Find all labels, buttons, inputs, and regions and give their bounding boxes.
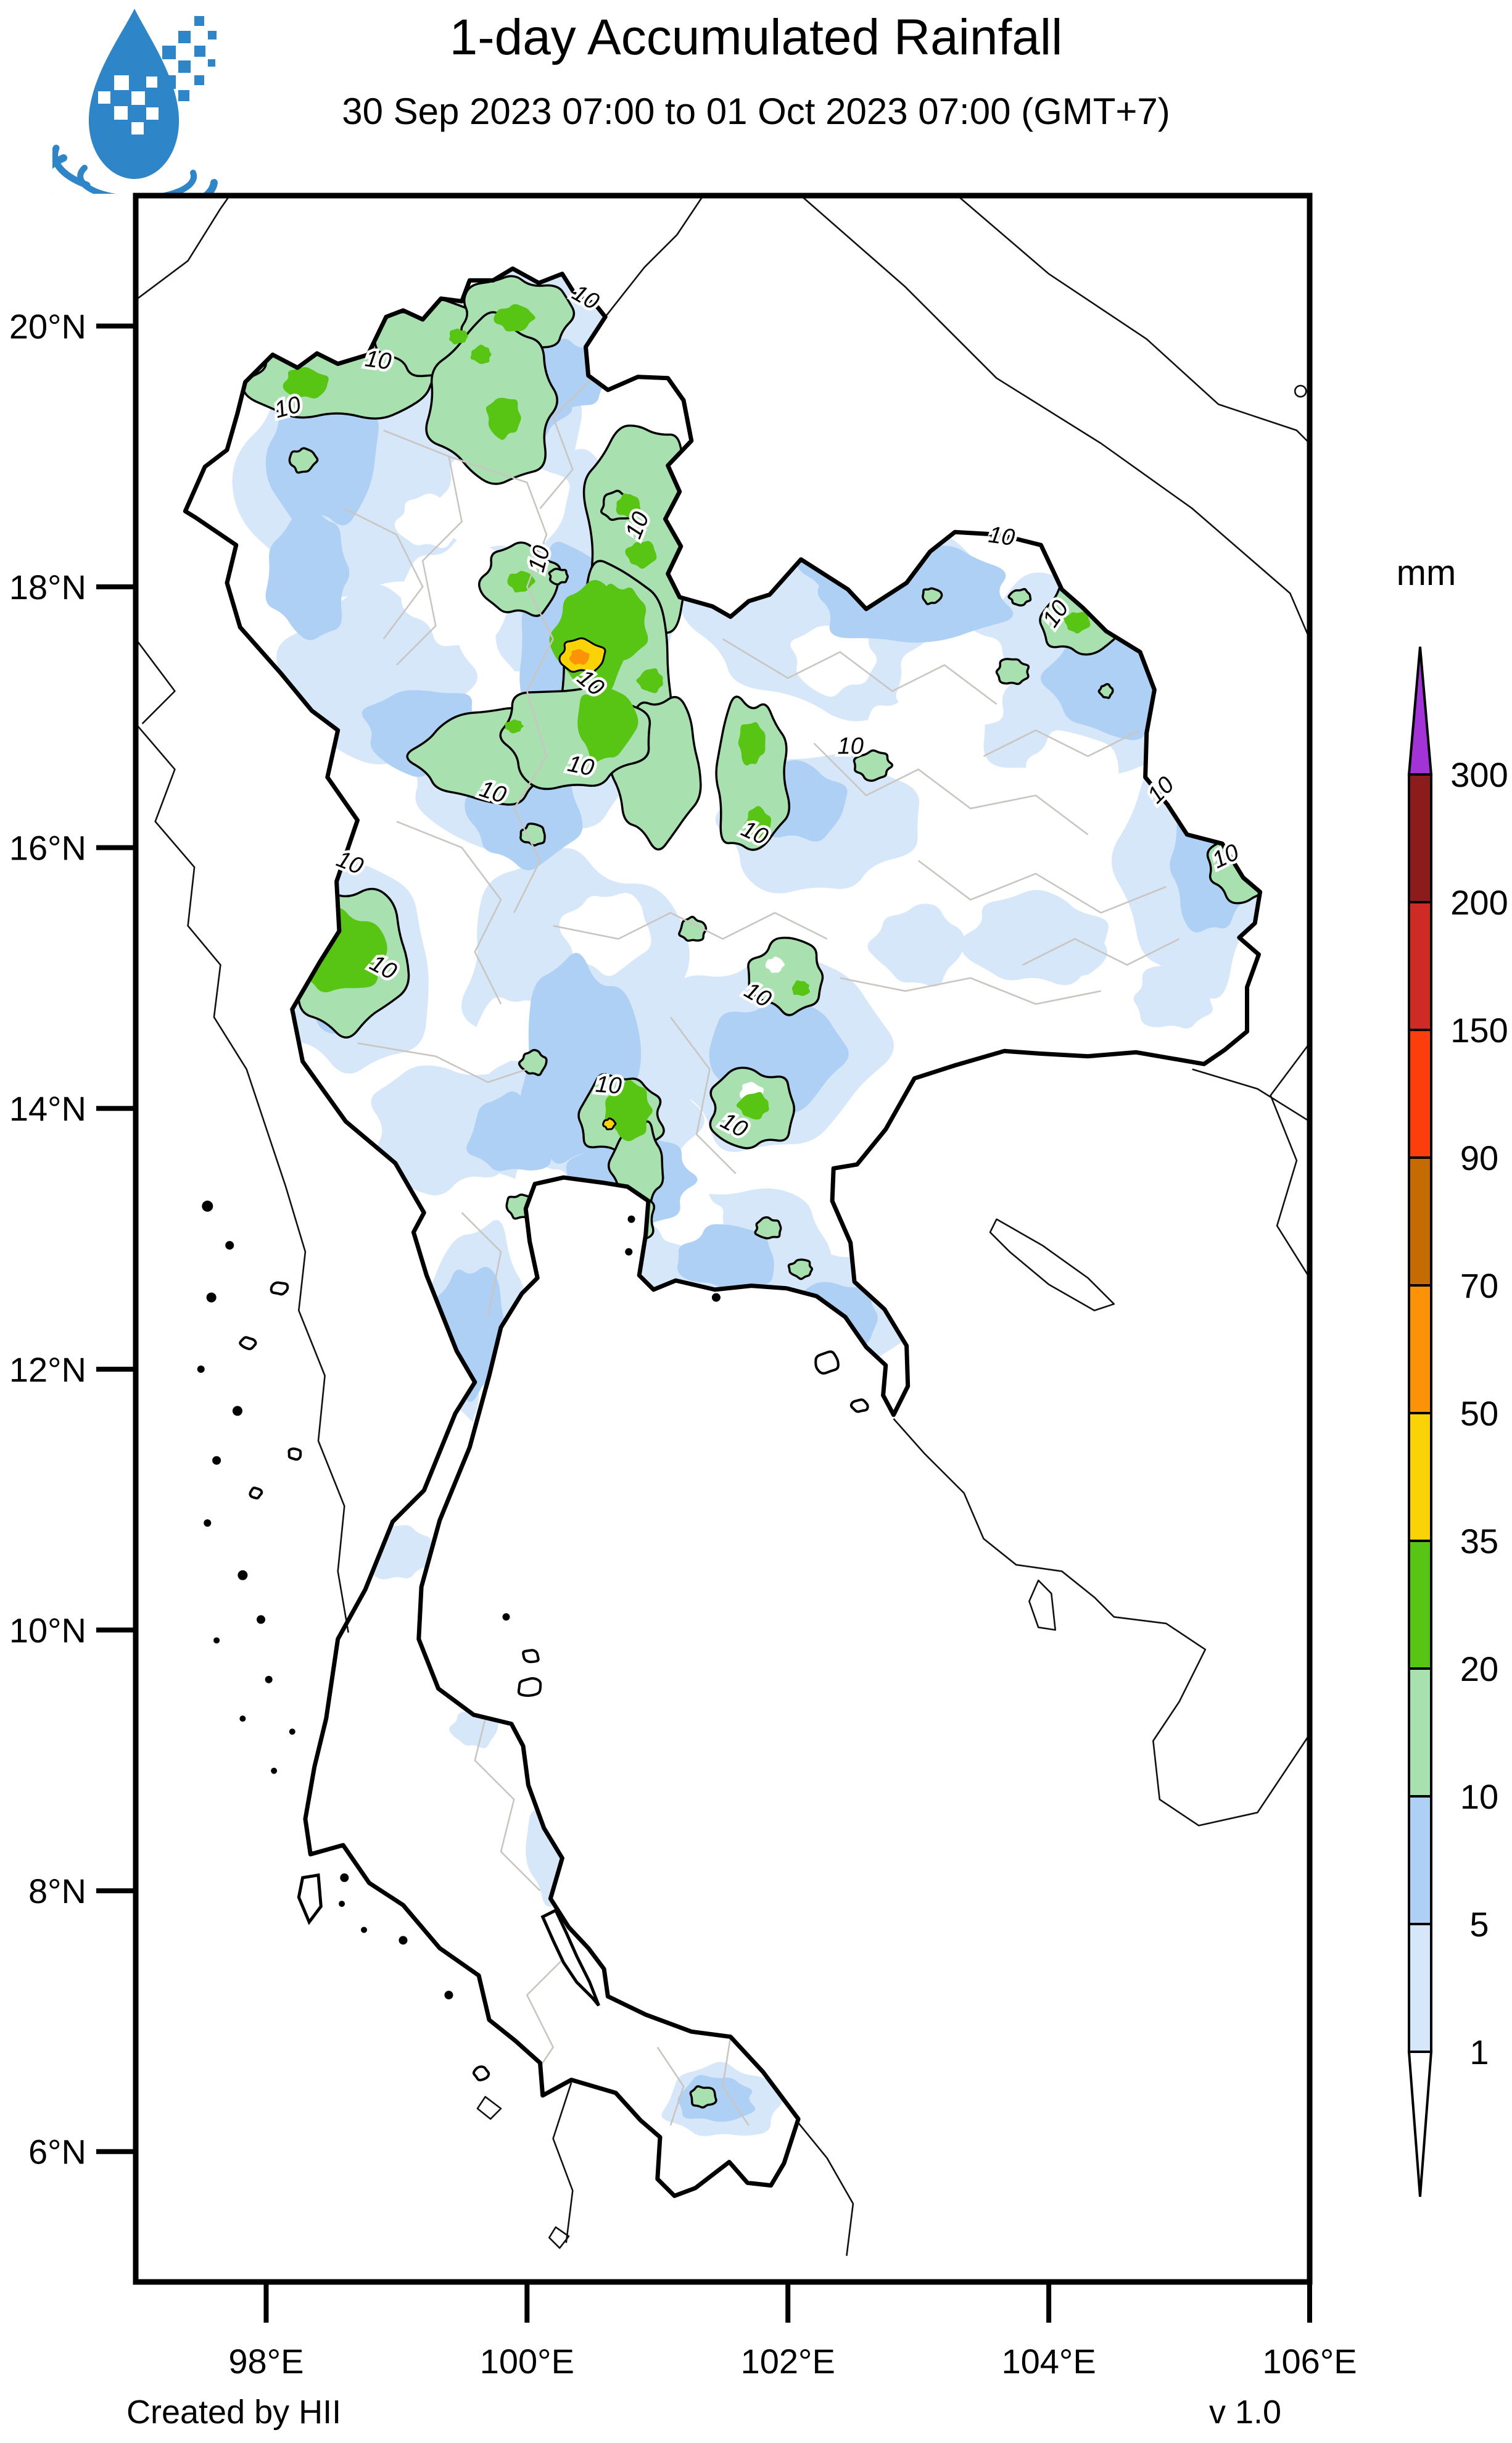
lon-axis-label: 100°E: [480, 2342, 574, 2381]
legend-label: 35: [1460, 1522, 1498, 1561]
lat-axis-label: 8°N: [28, 1872, 86, 1910]
legend-cell: [1408, 773, 1432, 903]
legend-label: 300: [1450, 755, 1508, 794]
page-subtitle: 30 Sep 2023 07:00 to 01 Oct 2023 07:00 (…: [342, 91, 1170, 132]
water-drop-icon: [52, 9, 218, 194]
hii-logo: [52, 9, 218, 194]
lon-axis-label: 104°E: [1002, 2342, 1096, 2381]
legend-cell: [1408, 1284, 1432, 1414]
legend-cell-lt1: [1407, 2051, 1433, 2197]
lon-axis-label: 106°E: [1262, 2342, 1357, 2381]
legend-label: 20: [1460, 1649, 1498, 1688]
rain-shading: [232, 268, 1260, 2136]
neighbor-borders: [134, 195, 1311, 2256]
legend-label: 150: [1450, 1011, 1508, 1050]
legend-cell-gt300: [1407, 646, 1433, 776]
lat-axis-label: 6°N: [28, 2133, 86, 2171]
lon-axis-label: 98°E: [228, 2342, 304, 2381]
legend-label: 70: [1460, 1266, 1498, 1305]
legend-title: mm: [1397, 553, 1456, 593]
shade-50mm: [569, 649, 590, 665]
legend-cell: [1408, 901, 1432, 1031]
shade-1mm: [232, 268, 1259, 2136]
legend-cell: [1408, 1029, 1432, 1159]
contour-label: 10: [363, 346, 393, 375]
lat-axis-label: 10°N: [9, 1611, 86, 1649]
contour-label: 10: [565, 750, 596, 781]
contour-label: 10: [838, 733, 864, 759]
map-frame: [133, 193, 1313, 2285]
legend-cell: [1408, 1412, 1432, 1542]
thailand-border: [183, 266, 1263, 2198]
islands: [197, 1200, 869, 2081]
lat-axis-label: 18°N: [9, 568, 86, 607]
legend-label: 5: [1469, 1905, 1489, 1944]
legend-cell: [1408, 1923, 1432, 2053]
axes: 20°N 18°N 16°N 14°N 12°N 10°N 8°N 6°N 98°E 100°E 1…: [9, 307, 1357, 2381]
lon-axis-label: 102°E: [741, 2342, 835, 2381]
lat-axis-label: 16°N: [9, 829, 86, 868]
lat-axis-label: 12°N: [9, 1350, 86, 1389]
legend-label: 1: [1469, 2033, 1489, 2072]
contour-label: 10: [987, 522, 1017, 551]
legend: mm 300 200 150 90 70 50 35 20 10 5 1: [1397, 553, 1508, 2197]
legend-label: 200: [1450, 883, 1508, 922]
shade-20mm: [283, 304, 1091, 1238]
legend-label: 90: [1460, 1139, 1498, 1177]
legend-label: 10: [1460, 1777, 1498, 1816]
legend-label: 50: [1460, 1394, 1498, 1433]
legend-cell: [1408, 1156, 1432, 1287]
lat-axis-label: 14°N: [9, 1089, 86, 1128]
footer-credit: Created by HII: [126, 2394, 342, 2431]
footer-version: v 1.0: [1209, 2394, 1282, 2431]
legend-cell: [1408, 1795, 1432, 1925]
page-title: 1-day Accumulated Rainfall: [449, 9, 1063, 65]
province-borders: [344, 377, 1180, 2126]
legend-cell: [1408, 1667, 1432, 1798]
contour-label: 10: [595, 1071, 623, 1100]
lat-axis-label: 20°N: [9, 307, 86, 346]
legend-cell: [1408, 1540, 1432, 1670]
